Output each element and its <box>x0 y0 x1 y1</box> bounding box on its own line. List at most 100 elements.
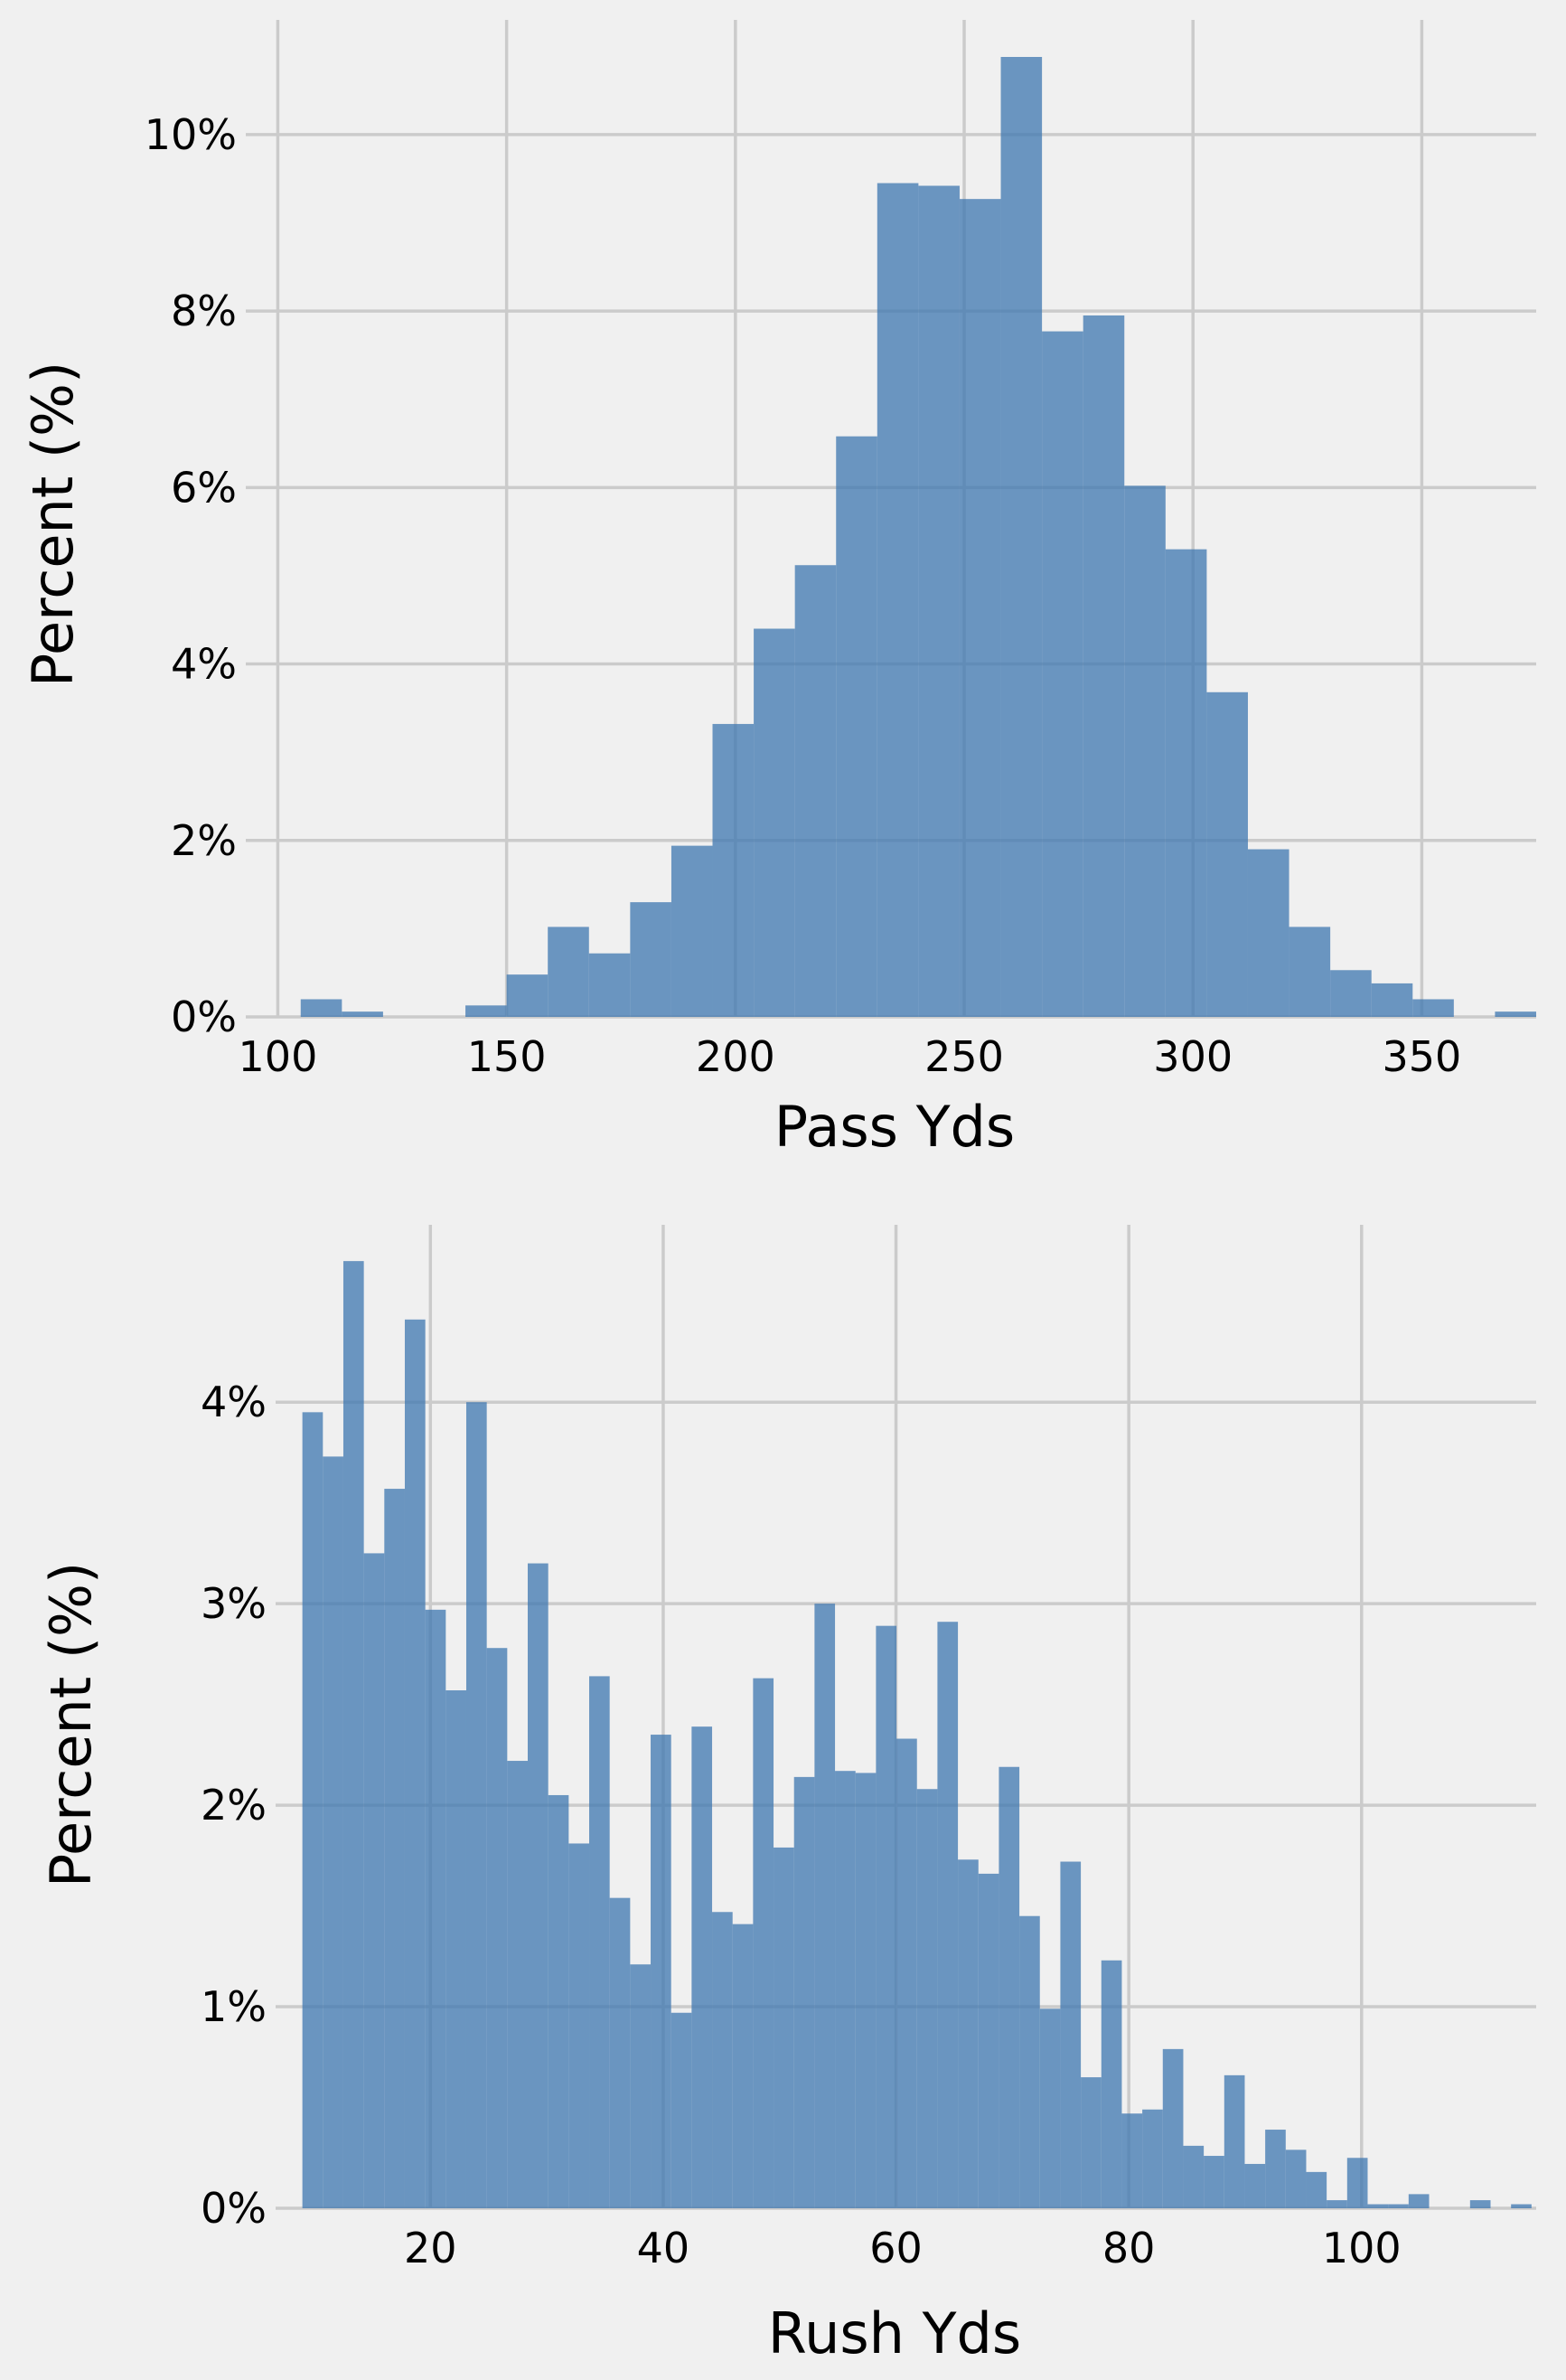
pass-yds-bar <box>1206 691 1248 1017</box>
pass-yds-y-tick-label: 2% <box>171 816 237 865</box>
rush-yds-bar <box>1367 2204 1389 2208</box>
pass-yds-bar <box>712 723 755 1017</box>
pass-yds-bar <box>877 183 919 1017</box>
pass-yds-bar <box>342 1011 383 1017</box>
rush-yds-bar <box>630 1964 652 2208</box>
rush-yds-x-tick-label: 40 <box>637 2224 690 2272</box>
rush-yds-bar <box>835 1771 856 2208</box>
rush-yds-bar <box>1408 2194 1430 2208</box>
rush-yds-y-tick-label: 2% <box>201 1781 267 1830</box>
rush-yds-bar <box>978 1873 999 2208</box>
rush-yds-bar <box>1183 2145 1205 2208</box>
rush-yds-bar <box>1306 2171 1327 2208</box>
rush-yds-bar <box>793 1776 815 2208</box>
rush-yds-bar <box>670 2012 692 2208</box>
rush-yds-bar <box>1469 2200 1491 2208</box>
rush-yds-bar <box>609 1897 631 2208</box>
rush-yds-y-ticks: 0% 1% 2% 3% 4% <box>201 1378 267 2233</box>
rush-yds-bar <box>486 1648 508 2208</box>
rush-yds-histogram: 20 40 60 80 100 0% 1% 2% 3% 4% Rush Yds Percent … <box>38 1225 1536 2366</box>
rush-yds-bar <box>712 1912 733 2208</box>
rush-yds-x-tick-label: 100 <box>1322 2224 1402 2272</box>
rush-yds-bar <box>1244 2163 1266 2208</box>
rush-yds-bar <box>1039 2008 1061 2208</box>
rush-yds-x-tick-label: 60 <box>869 2224 923 2272</box>
rush-yds-bar <box>753 1678 774 2208</box>
pass-yds-bar <box>1289 927 1331 1017</box>
rush-yds-bar <box>774 1847 794 2208</box>
rush-yds-bar <box>732 1924 754 2208</box>
rush-yds-x-axis-label: Rush Yds <box>768 2300 1021 2366</box>
rush-yds-bar <box>691 1726 713 2208</box>
pass-yds-y-tick-label: 0% <box>171 992 237 1041</box>
pass-yds-histogram: 100 150 200 250 300 350 0% 2% 4% 6% 8% 10% Pass Yd… <box>20 20 1536 1160</box>
pass-yds-y-tick-label: 4% <box>171 640 237 689</box>
rush-yds-y-tick-label: 3% <box>201 1579 267 1628</box>
pass-yds-bar <box>465 1005 507 1017</box>
rush-yds-bar <box>1101 1960 1122 2208</box>
pass-yds-bar <box>794 565 837 1017</box>
rush-yds-bar <box>855 1773 877 2208</box>
rush-yds-bar <box>465 1402 487 2208</box>
rush-yds-bar <box>302 1412 324 2208</box>
pass-yds-bar <box>1000 56 1043 1017</box>
pass-yds-y-ticks: 0% 2% 4% 6% 8% 10% <box>145 110 237 1041</box>
rush-yds-bar <box>1204 2156 1224 2208</box>
pass-yds-bar <box>1124 485 1166 1017</box>
rush-yds-bar <box>999 1766 1020 2208</box>
pass-yds-y-axis-label: Percent (%) <box>20 362 86 687</box>
rush-yds-y-tick-label: 0% <box>201 2184 267 2233</box>
rush-yds-bar <box>404 1319 426 2208</box>
pass-yds-bar <box>836 436 877 1017</box>
rush-yds-bar <box>363 1553 385 2208</box>
rush-yds-bar <box>876 1625 897 2208</box>
rush-yds-x-tick-label: 80 <box>1102 2224 1156 2272</box>
pass-yds-bar <box>959 199 1001 1018</box>
rush-yds-bar <box>1162 2048 1184 2208</box>
pass-yds-bar <box>300 999 342 1017</box>
rush-yds-bar <box>425 1609 446 2208</box>
pass-yds-bar <box>1495 1011 1536 1017</box>
pass-yds-x-tick-label: 250 <box>924 1032 1004 1081</box>
pass-yds-x-tick-label: 350 <box>1382 1032 1461 1081</box>
pass-yds-bar <box>1412 999 1454 1017</box>
rush-yds-bar <box>1121 2113 1143 2208</box>
rush-yds-bar <box>937 1622 959 2208</box>
rush-yds-y-tick-label: 4% <box>201 1378 267 1426</box>
pass-yds-x-tick-label: 200 <box>696 1032 775 1081</box>
pass-yds-bar <box>1083 315 1125 1017</box>
rush-yds-bar <box>958 1859 979 2208</box>
rush-yds-y-axis-label: Percent (%) <box>38 1562 104 1887</box>
pass-yds-y-tick-label: 8% <box>171 287 237 335</box>
rush-yds-bar <box>651 1735 671 2208</box>
rush-yds-bar <box>896 1738 917 2208</box>
rush-yds-bar <box>1388 2204 1409 2208</box>
pass-yds-bar <box>630 902 671 1017</box>
rush-yds-bar <box>507 1761 528 2208</box>
rush-yds-bar <box>1019 1915 1040 2208</box>
pass-yds-bar <box>1247 849 1289 1017</box>
rush-yds-bar <box>323 1456 343 2208</box>
pass-yds-x-tick-label: 300 <box>1153 1032 1233 1081</box>
pass-yds-bar <box>918 185 960 1018</box>
rush-yds-bar <box>1265 2130 1286 2208</box>
pass-yds-x-tick-label: 150 <box>467 1032 547 1081</box>
rush-yds-x-tick-label: 20 <box>404 2224 457 2272</box>
rush-yds-bar <box>342 1261 364 2208</box>
rush-yds-bar <box>589 1676 610 2208</box>
pass-yds-bar <box>506 974 549 1017</box>
rush-yds-bar <box>1081 2077 1102 2208</box>
pass-yds-bar <box>1330 970 1372 1017</box>
rush-yds-bar <box>1142 2109 1163 2208</box>
rush-yds-x-ticks: 20 40 60 80 100 <box>404 2224 1402 2272</box>
rush-yds-bar <box>814 1604 836 2208</box>
rush-yds-y-tick-label: 1% <box>201 1982 267 2031</box>
rush-yds-bar <box>1224 2074 1245 2208</box>
rush-yds-bar <box>916 1789 938 2208</box>
rush-yds-bar <box>1285 2150 1307 2208</box>
rush-yds-bar <box>548 1794 569 2208</box>
pass-yds-bar <box>1042 331 1083 1017</box>
rush-yds-bar <box>384 1489 405 2208</box>
pass-yds-bar <box>588 953 631 1017</box>
